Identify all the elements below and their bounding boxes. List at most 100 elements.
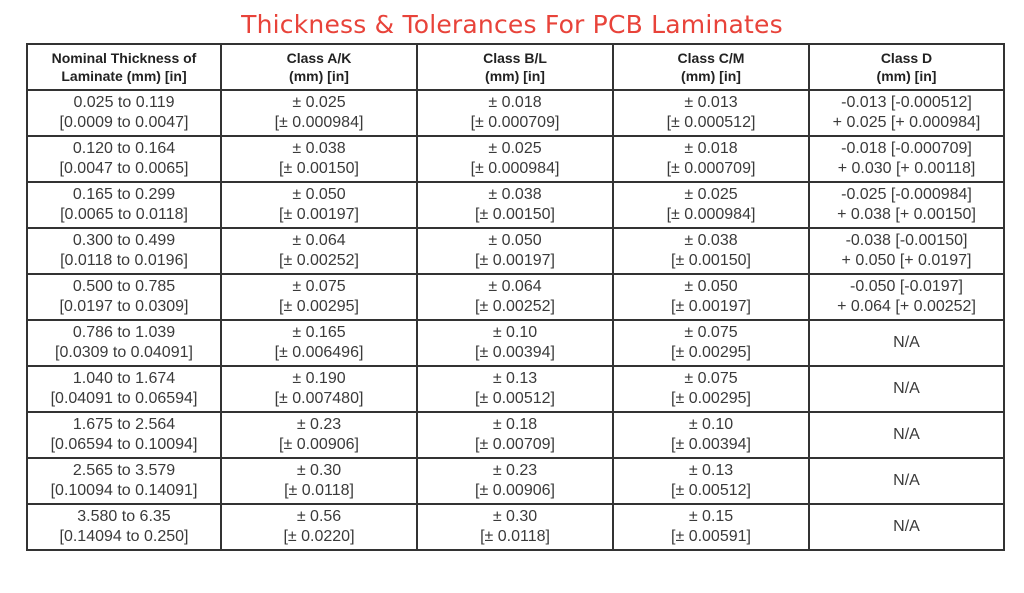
cell-line: ± 0.075	[292, 278, 346, 295]
cell-line: [± 0.000984]	[666, 206, 756, 223]
cell-line: [± 0.00150]	[279, 160, 359, 177]
cell-class-d: -0.038 [-0.00150] + 0.050 [+ 0.0197]	[808, 227, 1005, 275]
cell-line: 0.300 to 0.499	[72, 232, 176, 249]
cell-line: [0.04091 to 0.06594]	[50, 390, 198, 407]
cell-line: 0.500 to 0.785	[72, 278, 176, 295]
cell-line: ± 0.30	[296, 462, 342, 479]
cell-line: ± 0.050	[488, 232, 542, 249]
cell-class-a-k: ± 0.075 [± 0.00295]	[220, 273, 418, 321]
cell-line: [± 0.00906]	[279, 436, 359, 453]
cell-nominal-thickness: 3.580 to 6.35 [0.14094 to 0.250]	[26, 503, 222, 551]
cell-line: [0.10094 to 0.14091]	[50, 482, 198, 499]
cell-class-a-k: ± 0.23 [± 0.00906]	[220, 411, 418, 459]
cell-class-d: N/A	[808, 503, 1005, 551]
cell-line: [± 0.00394]	[671, 436, 751, 453]
cell-line: ± 0.018	[684, 140, 738, 157]
cell-class-d: N/A	[808, 411, 1005, 459]
cell-class-a-k: ± 0.038 [± 0.00150]	[220, 135, 418, 183]
cell-line: [± 0.00252]	[279, 252, 359, 269]
cell-line: 0.025 to 0.119	[73, 94, 175, 111]
table-row: 2.565 to 3.579 [0.10094 to 0.14091] ± 0.30…	[26, 457, 1005, 505]
header-line: Class C/M	[677, 50, 745, 66]
cell-line: [± 0.00252]	[475, 298, 555, 315]
cell-line: [± 0.0118]	[284, 482, 354, 499]
cell-line: [0.0197 to 0.0309]	[59, 298, 189, 315]
cell-line: ± 0.018	[488, 94, 542, 111]
cell-line: [± 0.000709]	[470, 114, 560, 131]
cell-line: [0.0309 to 0.04091]	[55, 344, 193, 361]
cell-class-b-l: ± 0.038 [± 0.00150]	[416, 181, 614, 229]
cell-line: [± 0.00512]	[475, 390, 555, 407]
cell-class-d: -0.025 [-0.000984] + 0.038 [+ 0.00150]	[808, 181, 1005, 229]
cell-nominal-thickness: 0.165 to 0.299 [0.0065 to 0.0118]	[26, 181, 222, 229]
cell-line: N/A	[893, 380, 920, 397]
header-class-c-m: Class C/M (mm) [in]	[612, 43, 810, 91]
cell-line: ± 0.038	[292, 140, 346, 157]
cell-line: ± 0.10	[688, 416, 734, 433]
cell-line: ± 0.13	[688, 462, 734, 479]
cell-line: 1.040 to 1.674	[72, 370, 176, 387]
cell-line: + 0.030 [+ 0.00118]	[837, 160, 976, 177]
cell-line: N/A	[893, 426, 920, 443]
cell-line: [± 0.000709]	[666, 160, 756, 177]
cell-line: ± 0.18	[492, 416, 538, 433]
cell-line: [± 0.00295]	[279, 298, 359, 315]
table-row: 0.500 to 0.785 [0.0197 to 0.0309] ± 0.075 […	[26, 273, 1005, 321]
cell-line: ± 0.13	[492, 370, 538, 387]
cell-line: [± 0.00394]	[475, 344, 555, 361]
cell-line: N/A	[893, 518, 920, 535]
cell-line: N/A	[893, 334, 920, 351]
cell-line: [± 0.00295]	[671, 390, 751, 407]
table-row: 1.675 to 2.564 [0.06594 to 0.10094] ± 0.23…	[26, 411, 1005, 459]
header-line: (mm) [in]	[876, 68, 937, 84]
cell-line: ± 0.23	[296, 416, 342, 433]
cell-line: -0.018 [-0.000709]	[841, 140, 972, 157]
cell-line: [± 0.00197]	[475, 252, 555, 269]
header-nominal-thickness: Nominal Thickness of Laminate (mm) [in]	[26, 43, 222, 91]
cell-class-b-l: ± 0.064 [± 0.00252]	[416, 273, 614, 321]
cell-class-d: -0.050 [-0.0197] + 0.064 [+ 0.00252]	[808, 273, 1005, 321]
header-class-d: Class D (mm) [in]	[808, 43, 1005, 91]
table-row: 1.040 to 1.674 [0.04091 to 0.06594] ± 0.19…	[26, 365, 1005, 413]
cell-line: ± 0.050	[684, 278, 738, 295]
table-row: 0.120 to 0.164 [0.0047 to 0.0065] ± 0.038 […	[26, 135, 1005, 183]
header-line: (mm) [in]	[485, 68, 545, 84]
cell-nominal-thickness: 0.500 to 0.785 [0.0197 to 0.0309]	[26, 273, 222, 321]
cell-line: ± 0.30	[492, 508, 538, 525]
cell-class-a-k: ± 0.190 [± 0.007480]	[220, 365, 418, 413]
cell-line: [± 0.00906]	[475, 482, 555, 499]
cell-class-c-m: ± 0.018 [± 0.000709]	[612, 135, 810, 183]
cell-class-c-m: ± 0.038 [± 0.00150]	[612, 227, 810, 275]
cell-line: ± 0.050	[292, 186, 346, 203]
cell-class-d: -0.018 [-0.000709] + 0.030 [+ 0.00118]	[808, 135, 1005, 183]
cell-line: -0.038 [-0.00150]	[845, 232, 968, 249]
cell-line: 3.580 to 6.35	[77, 508, 171, 525]
cell-nominal-thickness: 0.025 to 0.119 [0.0009 to 0.0047]	[26, 89, 222, 137]
header-line: Laminate (mm) [in]	[61, 68, 187, 84]
table-row: 0.165 to 0.299 [0.0065 to 0.0118] ± 0.050 […	[26, 181, 1005, 229]
cell-class-c-m: ± 0.15 [± 0.00591]	[612, 503, 810, 551]
cell-line: [± 0.0220]	[283, 528, 355, 545]
cell-line: [± 0.00295]	[671, 344, 751, 361]
cell-line: 0.120 to 0.164	[72, 140, 176, 157]
cell-nominal-thickness: 0.300 to 0.499 [0.0118 to 0.0196]	[26, 227, 222, 275]
cell-line: [± 0.0118]	[480, 528, 550, 545]
cell-class-a-k: ± 0.050 [± 0.00197]	[220, 181, 418, 229]
cell-line: ± 0.025	[292, 94, 346, 111]
cell-line: ± 0.075	[684, 324, 738, 341]
cell-class-b-l: ± 0.018 [± 0.000709]	[416, 89, 614, 137]
header-line: Class D	[880, 50, 933, 66]
cell-line: [0.06594 to 0.10094]	[50, 436, 198, 453]
cell-class-c-m: ± 0.075 [± 0.00295]	[612, 319, 810, 367]
cell-line: ± 0.56	[296, 508, 342, 525]
cell-line: [± 0.00709]	[475, 436, 555, 453]
cell-line: ± 0.190	[292, 370, 346, 387]
cell-line: ± 0.038	[684, 232, 738, 249]
table-header: Nominal Thickness of Laminate (mm) [in] …	[26, 43, 1005, 91]
cell-line: ± 0.064	[292, 232, 346, 249]
header-class-b-l: Class B/L (mm) [in]	[416, 43, 614, 91]
cell-line: ± 0.025	[684, 186, 738, 203]
cell-line: [0.0047 to 0.0065]	[59, 160, 189, 177]
cell-nominal-thickness: 0.120 to 0.164 [0.0047 to 0.0065]	[26, 135, 222, 183]
header-line: Class B/L	[483, 50, 547, 66]
